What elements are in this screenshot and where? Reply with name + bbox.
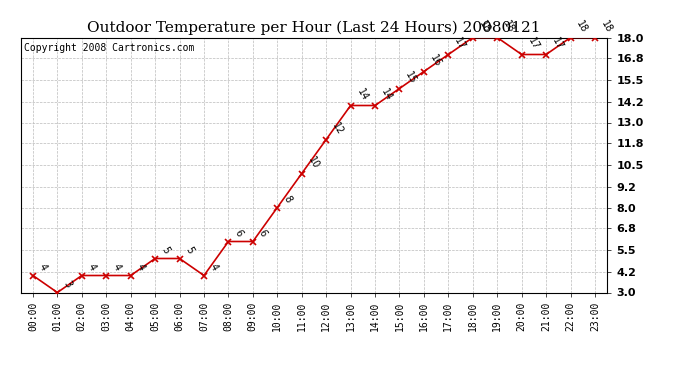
- Text: 14: 14: [355, 87, 370, 103]
- Text: 15: 15: [404, 70, 419, 86]
- Text: 12: 12: [331, 121, 345, 137]
- Text: 8: 8: [282, 194, 293, 205]
- Text: 6: 6: [233, 228, 244, 239]
- Text: 18: 18: [575, 19, 589, 35]
- Text: 5: 5: [159, 245, 171, 256]
- Text: 18: 18: [599, 19, 614, 35]
- Text: 3: 3: [61, 279, 73, 290]
- Text: 17: 17: [526, 36, 541, 52]
- Text: Copyright 2008 Cartronics.com: Copyright 2008 Cartronics.com: [23, 43, 194, 52]
- Text: 4: 4: [86, 262, 98, 273]
- Text: 17: 17: [550, 36, 565, 52]
- Text: 4: 4: [37, 262, 49, 273]
- Text: 14: 14: [380, 87, 394, 103]
- Title: Outdoor Temperature per Hour (Last 24 Hours) 20080121: Outdoor Temperature per Hour (Last 24 Ho…: [87, 21, 541, 35]
- Text: 10: 10: [306, 155, 321, 171]
- Text: 6: 6: [257, 228, 268, 239]
- Text: 4: 4: [135, 262, 146, 273]
- Text: 18: 18: [477, 19, 492, 35]
- Text: 18: 18: [502, 19, 516, 35]
- Text: 4: 4: [110, 262, 122, 273]
- Text: 16: 16: [428, 53, 443, 69]
- Text: 17: 17: [453, 36, 467, 52]
- Text: 4: 4: [208, 262, 220, 273]
- Text: 5: 5: [184, 245, 195, 256]
